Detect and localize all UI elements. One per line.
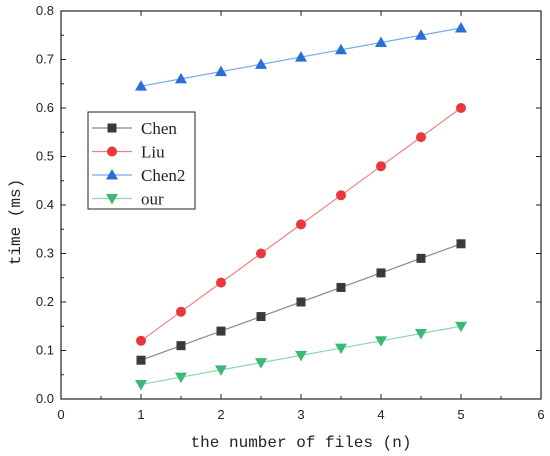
data-point-liu xyxy=(216,277,226,288)
data-point-chen2 xyxy=(295,51,307,62)
series-liu xyxy=(136,103,466,346)
data-point-chen xyxy=(256,312,266,322)
data-point-our xyxy=(375,336,387,347)
legend-marker-chen2 xyxy=(106,169,118,180)
data-point-our xyxy=(215,365,227,376)
series-our xyxy=(135,321,467,391)
y-tick-label: 0.1 xyxy=(36,343,54,358)
y-tick-label: 0.7 xyxy=(36,52,54,67)
x-tick-label: 2 xyxy=(217,407,224,422)
y-tick-label: 0.5 xyxy=(36,149,54,164)
data-point-chen2 xyxy=(215,65,227,77)
data-point-our xyxy=(175,372,187,384)
data-point-liu xyxy=(416,132,426,143)
data-point-our xyxy=(415,329,427,340)
x-axis-title: the number of files (n) xyxy=(191,434,412,452)
y-tick-label: 0.6 xyxy=(36,100,54,115)
x-tick-label: 1 xyxy=(137,407,144,422)
y-axis-title: time (ms) xyxy=(7,179,25,265)
data-point-chen2 xyxy=(455,21,467,33)
data-point-chen2 xyxy=(415,29,427,40)
series-layer xyxy=(135,21,467,391)
data-point-liu xyxy=(136,335,146,346)
data-point-liu xyxy=(296,219,306,230)
data-point-our xyxy=(135,379,147,391)
y-tick-label: 0.0 xyxy=(36,391,54,406)
axes: 0 1 2 3 4 5 6 0.0 0.1 0.2 0.3 0.4 0.5 0.6 0.7 0.8 xyxy=(36,3,545,422)
legend-label-our: our xyxy=(141,190,164,209)
y-tick-label: 0.4 xyxy=(36,197,54,212)
x-tick-label: 4 xyxy=(377,407,384,422)
data-point-chen2 xyxy=(335,43,347,55)
x-tick-label: 5 xyxy=(457,407,464,422)
y-tick-label: 0.3 xyxy=(36,246,54,261)
y-tick-label: 0.2 xyxy=(36,294,54,309)
series-chen xyxy=(136,239,466,365)
y-tick-label: 0.8 xyxy=(36,3,54,18)
legend-label-liu: Liu xyxy=(141,143,165,162)
data-point-chen xyxy=(336,282,346,292)
data-point-chen2 xyxy=(175,72,187,84)
legend-label-chen: Chen xyxy=(141,119,177,138)
data-point-chen xyxy=(376,268,386,278)
data-point-our xyxy=(295,350,307,362)
legend-label-chen2: Chen2 xyxy=(141,166,185,185)
data-point-chen2 xyxy=(135,80,147,91)
legend-marker-chen xyxy=(107,123,117,133)
data-point-chen xyxy=(416,253,426,263)
x-tick-label: 3 xyxy=(297,407,304,422)
x-tick-label: 6 xyxy=(537,407,544,422)
data-point-our xyxy=(335,343,347,355)
data-point-liu xyxy=(336,190,346,201)
data-point-liu xyxy=(456,103,466,113)
data-point-our xyxy=(255,358,267,369)
data-point-chen xyxy=(176,341,186,351)
data-point-chen2 xyxy=(255,58,267,69)
legend: Chen Liu Chen2 our xyxy=(87,111,196,210)
x-tick-label: 0 xyxy=(57,407,64,422)
data-point-chen xyxy=(296,297,306,307)
data-point-chen2 xyxy=(375,36,387,48)
data-point-chen xyxy=(216,326,226,336)
data-point-chen xyxy=(456,239,466,249)
legend-marker-liu xyxy=(107,146,117,157)
data-point-liu xyxy=(256,248,266,259)
data-point-chen xyxy=(136,355,146,365)
series-chen2 xyxy=(135,21,467,91)
data-point-our xyxy=(455,321,467,333)
data-point-liu xyxy=(376,161,386,172)
data-point-liu xyxy=(176,306,186,317)
legend-marker-our xyxy=(106,194,118,205)
